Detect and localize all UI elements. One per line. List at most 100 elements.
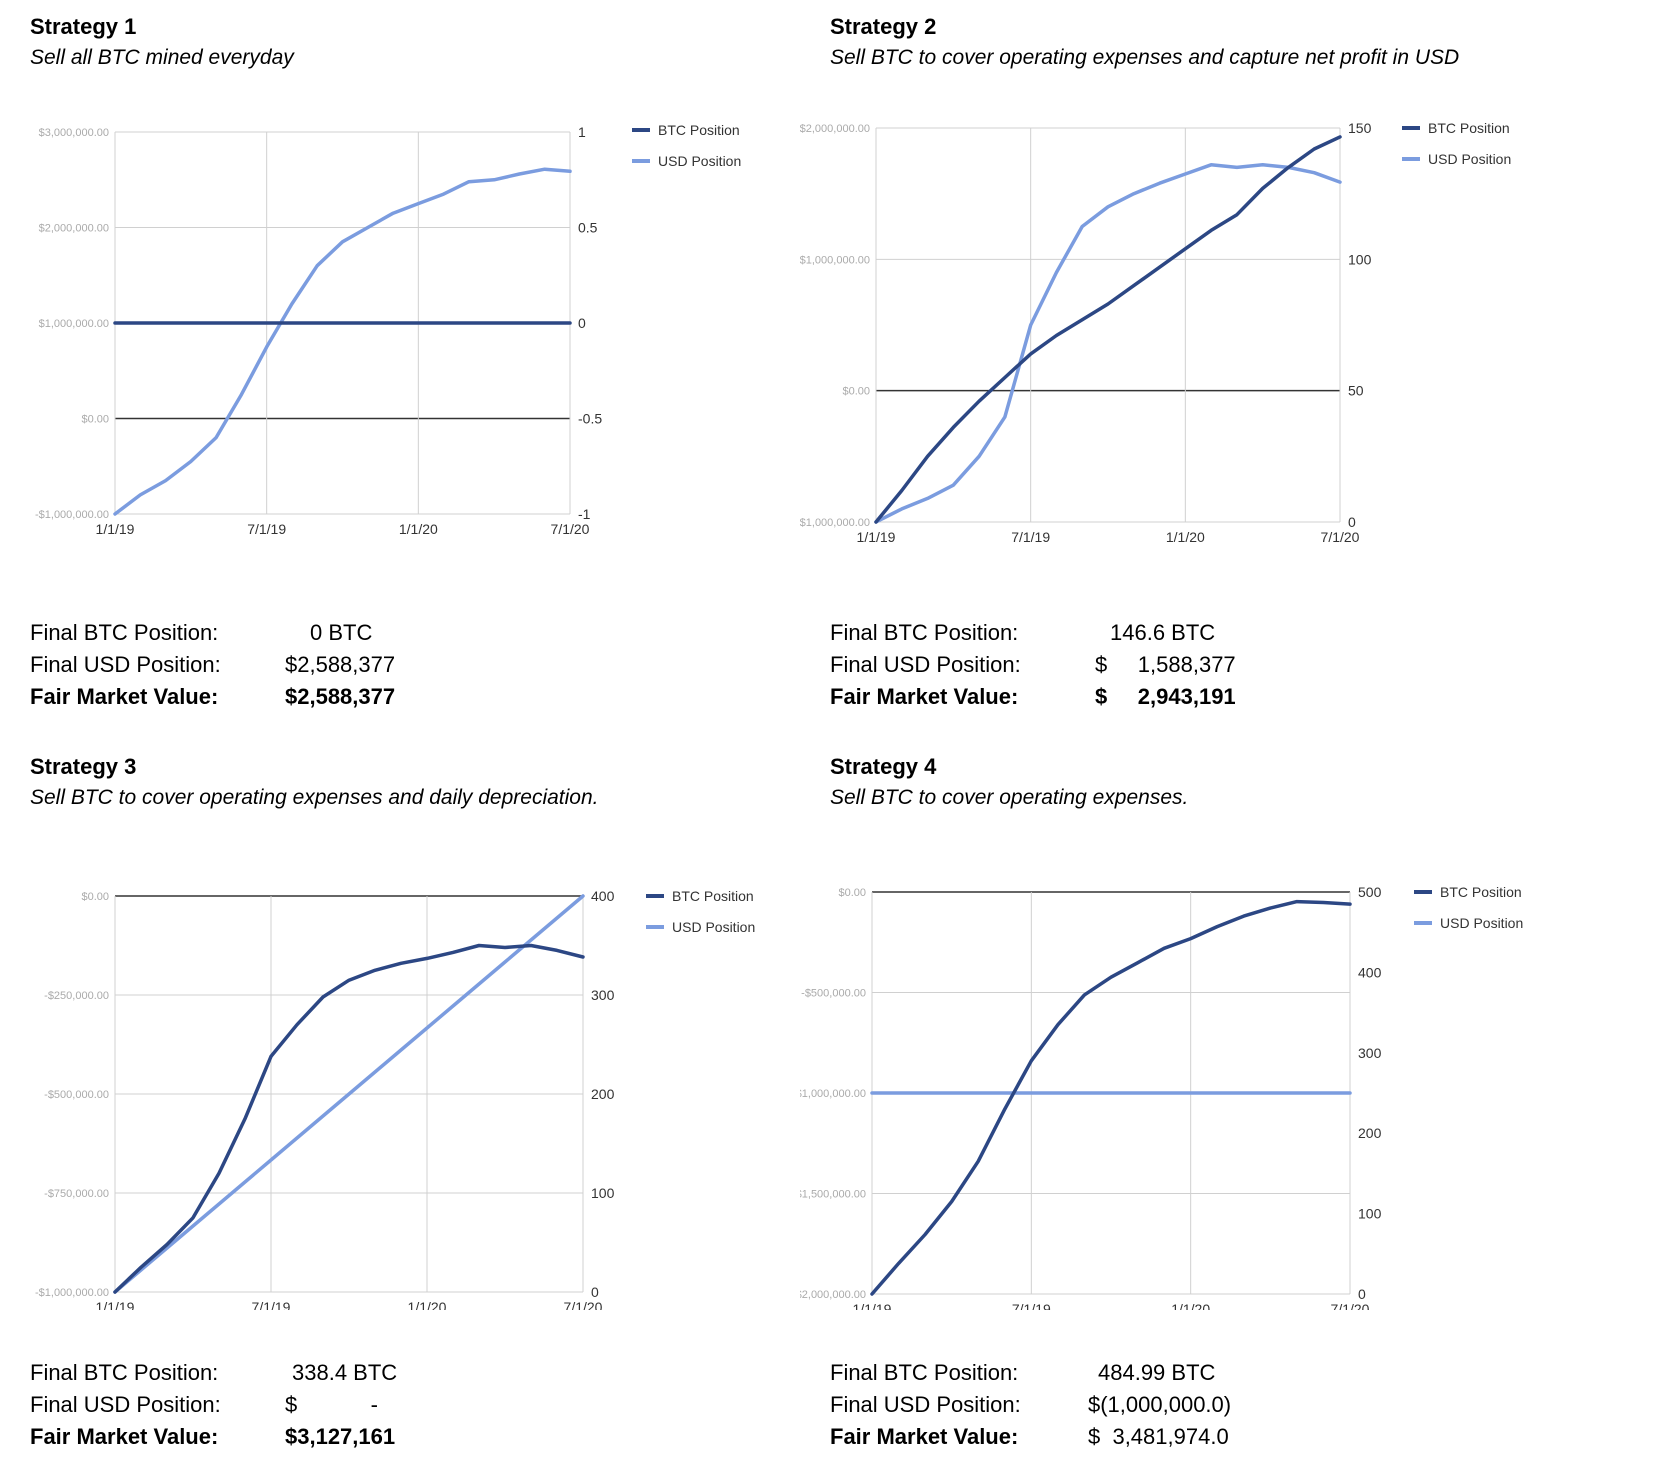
right-axis-tick-label: 300 [1358, 1045, 1382, 1061]
series-line-btc-position [113, 943, 585, 1294]
strategy-3-stats: Final BTC Position: 338.4 BTC Final USD P… [30, 1360, 730, 1456]
x-axis-tick-label: 1/1/20 [399, 521, 438, 537]
fmv-label: Fair Market Value: [830, 684, 1019, 709]
left-axis-tick-label: -$1,000,000.00 [35, 1287, 109, 1299]
right-axis-tick-label: 150 [1348, 120, 1372, 136]
final-btc-label: Final BTC Position: [830, 1360, 1019, 1385]
right-axis-tick-label: 200 [591, 1086, 615, 1102]
x-axis-tick-label: 1/1/20 [408, 1299, 447, 1310]
left-axis-tick-label: -$500,000.00 [801, 988, 866, 1000]
strategy-3-chart: -$1,000,000.00 -$750,000.00 -$500,000.00 -$… [35, 888, 755, 1310]
strategy-subtitle: Sell BTC to cover operating expenses. [830, 786, 1189, 809]
left-axis-tick-label: $3,000,000.00 [39, 127, 109, 139]
right-axis-tick-label: 300 [591, 987, 615, 1003]
legend-label: BTC Position [1428, 120, 1510, 136]
x-axis-tick-label: 7/1/19 [247, 521, 286, 537]
left-axis-tick-label: $2,000,000.00 [800, 123, 870, 135]
fmv-label: Fair Market Value: [830, 1424, 1019, 1449]
final-btc-value: 0 BTC [310, 620, 373, 645]
final-btc-value: 338.4 BTC [292, 1360, 398, 1385]
left-axis-tick-label: $1,000,000.00 [39, 318, 109, 330]
x-axis-tick-label: 7/1/19 [252, 1299, 291, 1310]
final-usd-value: $ - [285, 1392, 378, 1417]
strategy-title: Strategy 2 [830, 14, 937, 39]
left-axis-tick-label: $0.00 [842, 386, 870, 398]
x-axis-tick-label: 1/1/20 [1166, 529, 1205, 545]
strategy-3-panel: Strategy 3 Sell BTC to cover operating e… [0, 740, 800, 1460]
series-line-usd-position [113, 167, 572, 516]
right-axis-tick-label: 100 [1358, 1206, 1382, 1222]
series-line-btc-position [870, 899, 1352, 1296]
x-axis-tick-label: 1/1/20 [1171, 1301, 1210, 1310]
right-axis-tick-label: 100 [1348, 251, 1372, 267]
legend-label: BTC Position [1440, 884, 1522, 900]
series-line-btc-position [874, 135, 1342, 524]
fmv-value: $ 3,481,974.0 [1088, 1424, 1229, 1449]
fmv-value: $2,588,377 [285, 684, 396, 709]
left-axis-tick-label: -$1,000,000.00 [800, 517, 870, 529]
legend-label: USD Position [1428, 151, 1511, 167]
final-usd-label: Final USD Position: [30, 652, 221, 677]
x-axis-tick-label: 7/1/20 [564, 1299, 603, 1310]
strategy-1-panel: Strategy 1 Sell all BTC mined everyday -… [0, 0, 800, 720]
right-axis-tick-label: 400 [591, 888, 615, 904]
fmv-label: Fair Market Value: [30, 684, 219, 709]
left-axis-tick-label: $2,000,000.00 [39, 223, 109, 235]
right-axis-tick-label: 50 [1348, 383, 1364, 399]
right-axis-tick-label: 100 [591, 1185, 615, 1201]
left-axis-tick-label: -$500,000.00 [44, 1089, 109, 1101]
final-btc-label: Final BTC Position: [830, 620, 1019, 645]
x-axis-tick-label: 7/1/20 [1331, 1301, 1370, 1310]
x-axis-tick-label: 1/1/19 [857, 529, 896, 545]
right-axis-tick-label: 400 [1358, 964, 1382, 980]
fmv-label: Fair Market Value: [30, 1424, 219, 1449]
left-axis-tick-label: $0.00 [838, 887, 866, 899]
final-usd-label: Final USD Position: [30, 1392, 221, 1417]
x-axis-tick-label: 7/1/20 [551, 521, 590, 537]
right-axis-tick-label: 0 [1358, 1286, 1366, 1302]
right-axis-tick-label: 0 [578, 315, 586, 331]
x-axis-tick-label: 7/1/20 [1321, 529, 1360, 545]
strategy-subtitle: Sell BTC to cover operating expenses and… [30, 786, 599, 809]
strategy-2-stats: Final BTC Position: 146.6 BTC Final USD P… [830, 620, 1530, 716]
legend-label: USD Position [1440, 915, 1523, 931]
right-axis-tick-label: -1 [578, 506, 591, 522]
left-axis-tick-label: -$250,000.00 [44, 990, 109, 1002]
strategy-4-stats: Final BTC Position: 484.99 BTC Final USD … [830, 1360, 1530, 1456]
strategy-4-chart: -$2,000,000.00 -$1,500,000.00 -$1,000,000.… [800, 884, 1523, 1310]
strategy-2-chart: -$1,000,000.00 $0.00 $1,000,000.00 $2,000,0… [800, 120, 1511, 545]
right-axis-tick-label: 200 [1358, 1125, 1382, 1141]
fmv-value: $3,127,161 [285, 1424, 396, 1449]
fmv-value: $ 2,943,191 [1095, 684, 1236, 709]
strategy-4-panel: Strategy 4 Sell BTC to cover operating e… [800, 740, 1600, 1460]
final-usd-value: $2,588,377 [285, 652, 396, 677]
strategy-1-chart: -$1,000,000.00 $0.00 $1,000,000.00 $2,000,0… [35, 122, 741, 537]
left-axis-tick-label: -$1,000,000.00 [35, 509, 109, 521]
final-btc-value: 484.99 BTC [1098, 1360, 1216, 1385]
right-axis-tick-label: 0 [591, 1284, 599, 1300]
final-usd-value: $ 1,588,377 [1095, 652, 1236, 677]
left-axis-tick-label: -$1,000,000.00 [800, 1088, 866, 1100]
x-axis-tick-label: 7/1/19 [1012, 1301, 1051, 1310]
right-axis-tick-label: 500 [1358, 884, 1382, 900]
strategy-2-panel: Strategy 2 Sell BTC to cover operating e… [800, 0, 1600, 720]
strategy-1-stats: Final BTC Position: 0 BTC Final USD Posit… [30, 620, 730, 716]
final-usd-label: Final USD Position: [830, 652, 1021, 677]
legend-label: BTC Position [658, 122, 740, 138]
x-axis-tick-label: 7/1/19 [1011, 529, 1050, 545]
x-axis-tick-label: 1/1/19 [96, 521, 135, 537]
left-axis-tick-label: -$1,500,000.00 [800, 1189, 866, 1201]
series-line-usd-position [113, 894, 585, 1294]
strategy-subtitle: Sell all BTC mined everyday [30, 46, 294, 69]
final-usd-value: $(1,000,000.0) [1088, 1392, 1232, 1417]
x-axis-tick-label: 1/1/19 [96, 1299, 135, 1310]
left-axis-tick-label: $0.00 [81, 414, 109, 426]
left-axis-tick-label: -$750,000.00 [44, 1188, 109, 1200]
legend-label: USD Position [672, 919, 755, 935]
final-btc-label: Final BTC Position: [30, 620, 219, 645]
left-axis-tick-label: -$2,000,000.00 [800, 1289, 866, 1301]
right-axis-tick-label: 1 [578, 124, 586, 140]
legend-label: USD Position [658, 153, 741, 169]
final-usd-label: Final USD Position: [830, 1392, 1021, 1417]
right-axis-tick-label: -0.5 [578, 411, 602, 427]
